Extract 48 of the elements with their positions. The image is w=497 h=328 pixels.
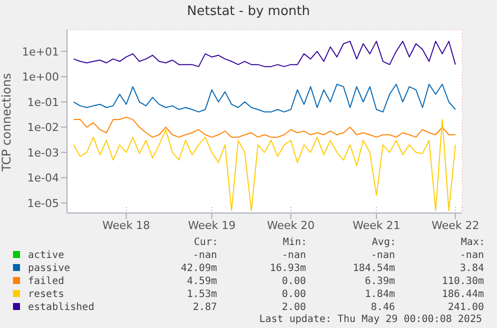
- text: 0.00: [280, 275, 307, 288]
- y-tick-label: 1e-03: [27, 146, 59, 160]
- text: Cur:: [192, 236, 218, 249]
- x-tick-label: Week 21: [352, 218, 400, 232]
- text: 8.46: [370, 301, 396, 314]
- y-tick-label: 1e-05: [27, 196, 59, 210]
- y-tick-label: 1e-02: [27, 121, 59, 134]
- text: Min:: [282, 236, 307, 249]
- y-tick-label: 1e+00: [22, 70, 59, 84]
- text: Max:: [460, 236, 485, 249]
- text: 184.54m: [352, 262, 396, 275]
- legend-label: resets: [27, 288, 66, 301]
- y-axis-title: TCP connections: [0, 73, 14, 172]
- text: 2.87: [192, 301, 218, 314]
- legend-label: failed: [27, 275, 66, 288]
- text: 110.30m: [440, 275, 485, 288]
- text: 6.39m: [364, 275, 396, 288]
- line-series: [73, 116, 456, 138]
- text: -nan: [370, 249, 396, 262]
- text: Avg:: [370, 236, 396, 249]
- text: Last update: Thu May 29 00:00:08 2025: [258, 314, 482, 325]
- text: 4.59m: [186, 275, 218, 288]
- text: -nan: [192, 249, 218, 262]
- text: 3.84: [458, 262, 485, 275]
- text: 16.93m: [268, 262, 307, 275]
- text: 2.00: [280, 301, 307, 314]
- line-series: [73, 119, 456, 212]
- chart-title: Netstat - by month: [186, 3, 311, 21]
- y-tick-label: 1e+01: [22, 45, 59, 58]
- line-series: [73, 40, 456, 68]
- y-tick-label: 1e-04: [27, 172, 59, 185]
- text: -nan: [458, 249, 485, 262]
- x-tick-label: Week 18: [102, 218, 150, 232]
- x-tick-label: Week 19: [188, 218, 236, 232]
- text: -nan: [280, 249, 307, 262]
- text: 186.44m: [440, 288, 485, 301]
- x-tick-label: Week 20: [267, 218, 315, 232]
- line-series: [73, 84, 456, 112]
- x-tick-label: Week 22: [432, 218, 480, 232]
- text: 241.00: [446, 301, 485, 314]
- text: 0.00: [280, 288, 307, 301]
- text: 1.84m: [364, 288, 396, 301]
- legend-label: active: [27, 249, 66, 262]
- text: 42.09m: [180, 262, 218, 275]
- text: 1.53m: [186, 288, 218, 301]
- legend-label: passive: [27, 262, 72, 275]
- y-tick-label: 1e-01: [27, 96, 59, 109]
- legend-label: established: [27, 301, 96, 314]
